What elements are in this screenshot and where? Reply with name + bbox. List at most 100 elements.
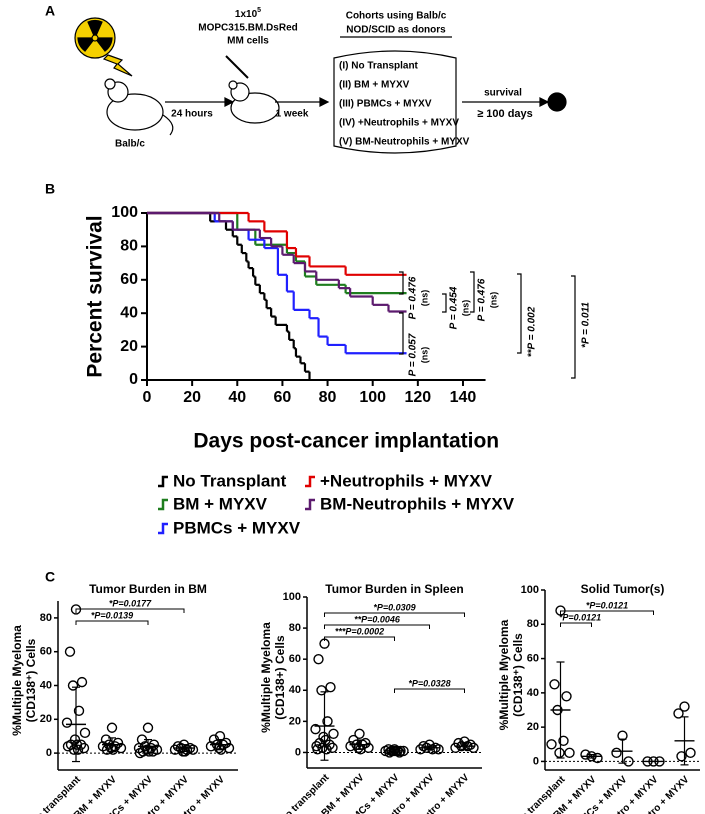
point xyxy=(353,742,364,753)
point xyxy=(611,747,622,759)
legend-symbol xyxy=(158,475,168,488)
syringe xyxy=(225,55,249,79)
bracket xyxy=(324,612,465,617)
error-bar xyxy=(390,748,399,754)
dose: 1x105 xyxy=(235,7,261,20)
p-value: P = 0.057 xyxy=(408,333,419,376)
bracket xyxy=(324,624,430,629)
p-value: *P=0.0139 xyxy=(91,610,133,620)
bracket xyxy=(324,636,395,641)
ns-note: (ns) xyxy=(419,290,429,307)
y-axis-title: %Multiple Myeloma xyxy=(259,622,273,733)
y-tick-label: 0 xyxy=(129,371,138,388)
error-bar xyxy=(355,739,364,750)
y-tick-label: 100 xyxy=(521,584,539,596)
dose-base: 1x10 xyxy=(235,9,258,20)
y-tick-label: 0 xyxy=(46,747,52,759)
radiation-center xyxy=(91,34,99,42)
error-bar xyxy=(587,753,596,759)
cohort: (V) BM-Neutrophils + MYXV xyxy=(339,137,470,148)
point xyxy=(205,741,217,752)
p-value: *P = 0.011 xyxy=(581,302,592,348)
x-tick-label: 120 xyxy=(404,389,431,406)
point xyxy=(106,722,118,733)
survival-curve xyxy=(147,211,407,295)
cohort: (I) No Transplant xyxy=(339,61,419,72)
y-tick-label: 80 xyxy=(289,622,301,634)
error-bar xyxy=(556,661,565,759)
point xyxy=(345,741,356,752)
point xyxy=(354,728,365,739)
error-bar xyxy=(680,716,689,766)
panel-label: C xyxy=(45,569,55,585)
legend-symbol xyxy=(305,498,315,511)
point xyxy=(61,717,73,728)
point xyxy=(62,741,74,752)
p-value: **P = 0.002 xyxy=(527,306,538,357)
bracket xyxy=(470,271,475,313)
point xyxy=(327,742,338,753)
y-tick-label: 20 xyxy=(120,338,138,355)
ns-note: (ns) xyxy=(419,347,429,364)
y-axis-title: (CD138⁺) Cells xyxy=(511,633,525,717)
y-tick-label: 40 xyxy=(289,684,301,696)
error-bar xyxy=(460,742,469,750)
mouse-ear xyxy=(228,80,238,90)
error-bar xyxy=(216,738,224,751)
y-tick-label: 100 xyxy=(111,204,138,221)
point xyxy=(363,742,374,753)
y-tick-label: 40 xyxy=(527,687,539,699)
mouse-ear xyxy=(104,78,116,90)
x-tick-label: 0 xyxy=(143,389,152,406)
y-axis-title: %Multiple Myeloma xyxy=(10,625,24,736)
point xyxy=(213,742,225,754)
y-tick-label: 20 xyxy=(527,721,539,733)
arrowhead xyxy=(224,97,235,107)
point xyxy=(468,742,479,753)
point xyxy=(142,722,154,733)
panel-label: A xyxy=(45,3,55,19)
y-tick-label: 60 xyxy=(120,271,138,288)
error-bar xyxy=(108,737,116,753)
chart-title: Solid Tumor(s) xyxy=(581,582,665,596)
point xyxy=(685,747,696,759)
survival-curve xyxy=(147,211,311,380)
x-tick-label: 60 xyxy=(274,389,292,406)
ns-note: (ns) xyxy=(488,292,498,309)
p-value: ***P=0.0002 xyxy=(335,626,384,636)
point xyxy=(415,744,426,755)
point xyxy=(187,744,199,755)
cohort: (IV) +Neutrophils + MYXV xyxy=(339,118,459,129)
y-tick-label: 60 xyxy=(289,653,301,665)
arrowhead xyxy=(319,97,330,107)
ns-note: (ns) xyxy=(460,300,470,317)
chart-title: Tumor Burden in BM xyxy=(89,582,207,596)
y-axis-title: (CD138⁺) Cells xyxy=(24,638,38,722)
legend-label: BM-Neutrophils + MYXV xyxy=(320,494,515,513)
point xyxy=(673,708,684,719)
legend-symbol xyxy=(158,498,168,511)
label: 1 week xyxy=(276,109,309,120)
legend-label: PBMCs + MYXV xyxy=(173,518,301,537)
y-tick-label: 20 xyxy=(40,713,52,725)
label: Balb/c xyxy=(115,139,145,150)
point xyxy=(115,742,127,754)
legend-symbol xyxy=(158,522,168,535)
point xyxy=(78,742,90,754)
point xyxy=(679,701,690,712)
y-tick-label: 40 xyxy=(120,304,138,321)
error-bar xyxy=(180,744,188,753)
bracket xyxy=(560,622,592,627)
error-bar xyxy=(320,691,329,761)
point xyxy=(623,756,634,767)
x-tick-label: 80 xyxy=(319,389,337,406)
point xyxy=(67,680,79,691)
legend-label: +Neutrophils + MYXV xyxy=(320,471,493,490)
cohort: (II) BM + MYXV xyxy=(339,80,410,91)
label: MM cells xyxy=(227,36,269,47)
point xyxy=(546,739,557,750)
point xyxy=(169,744,181,755)
point xyxy=(450,742,461,753)
endpoint xyxy=(547,92,567,112)
